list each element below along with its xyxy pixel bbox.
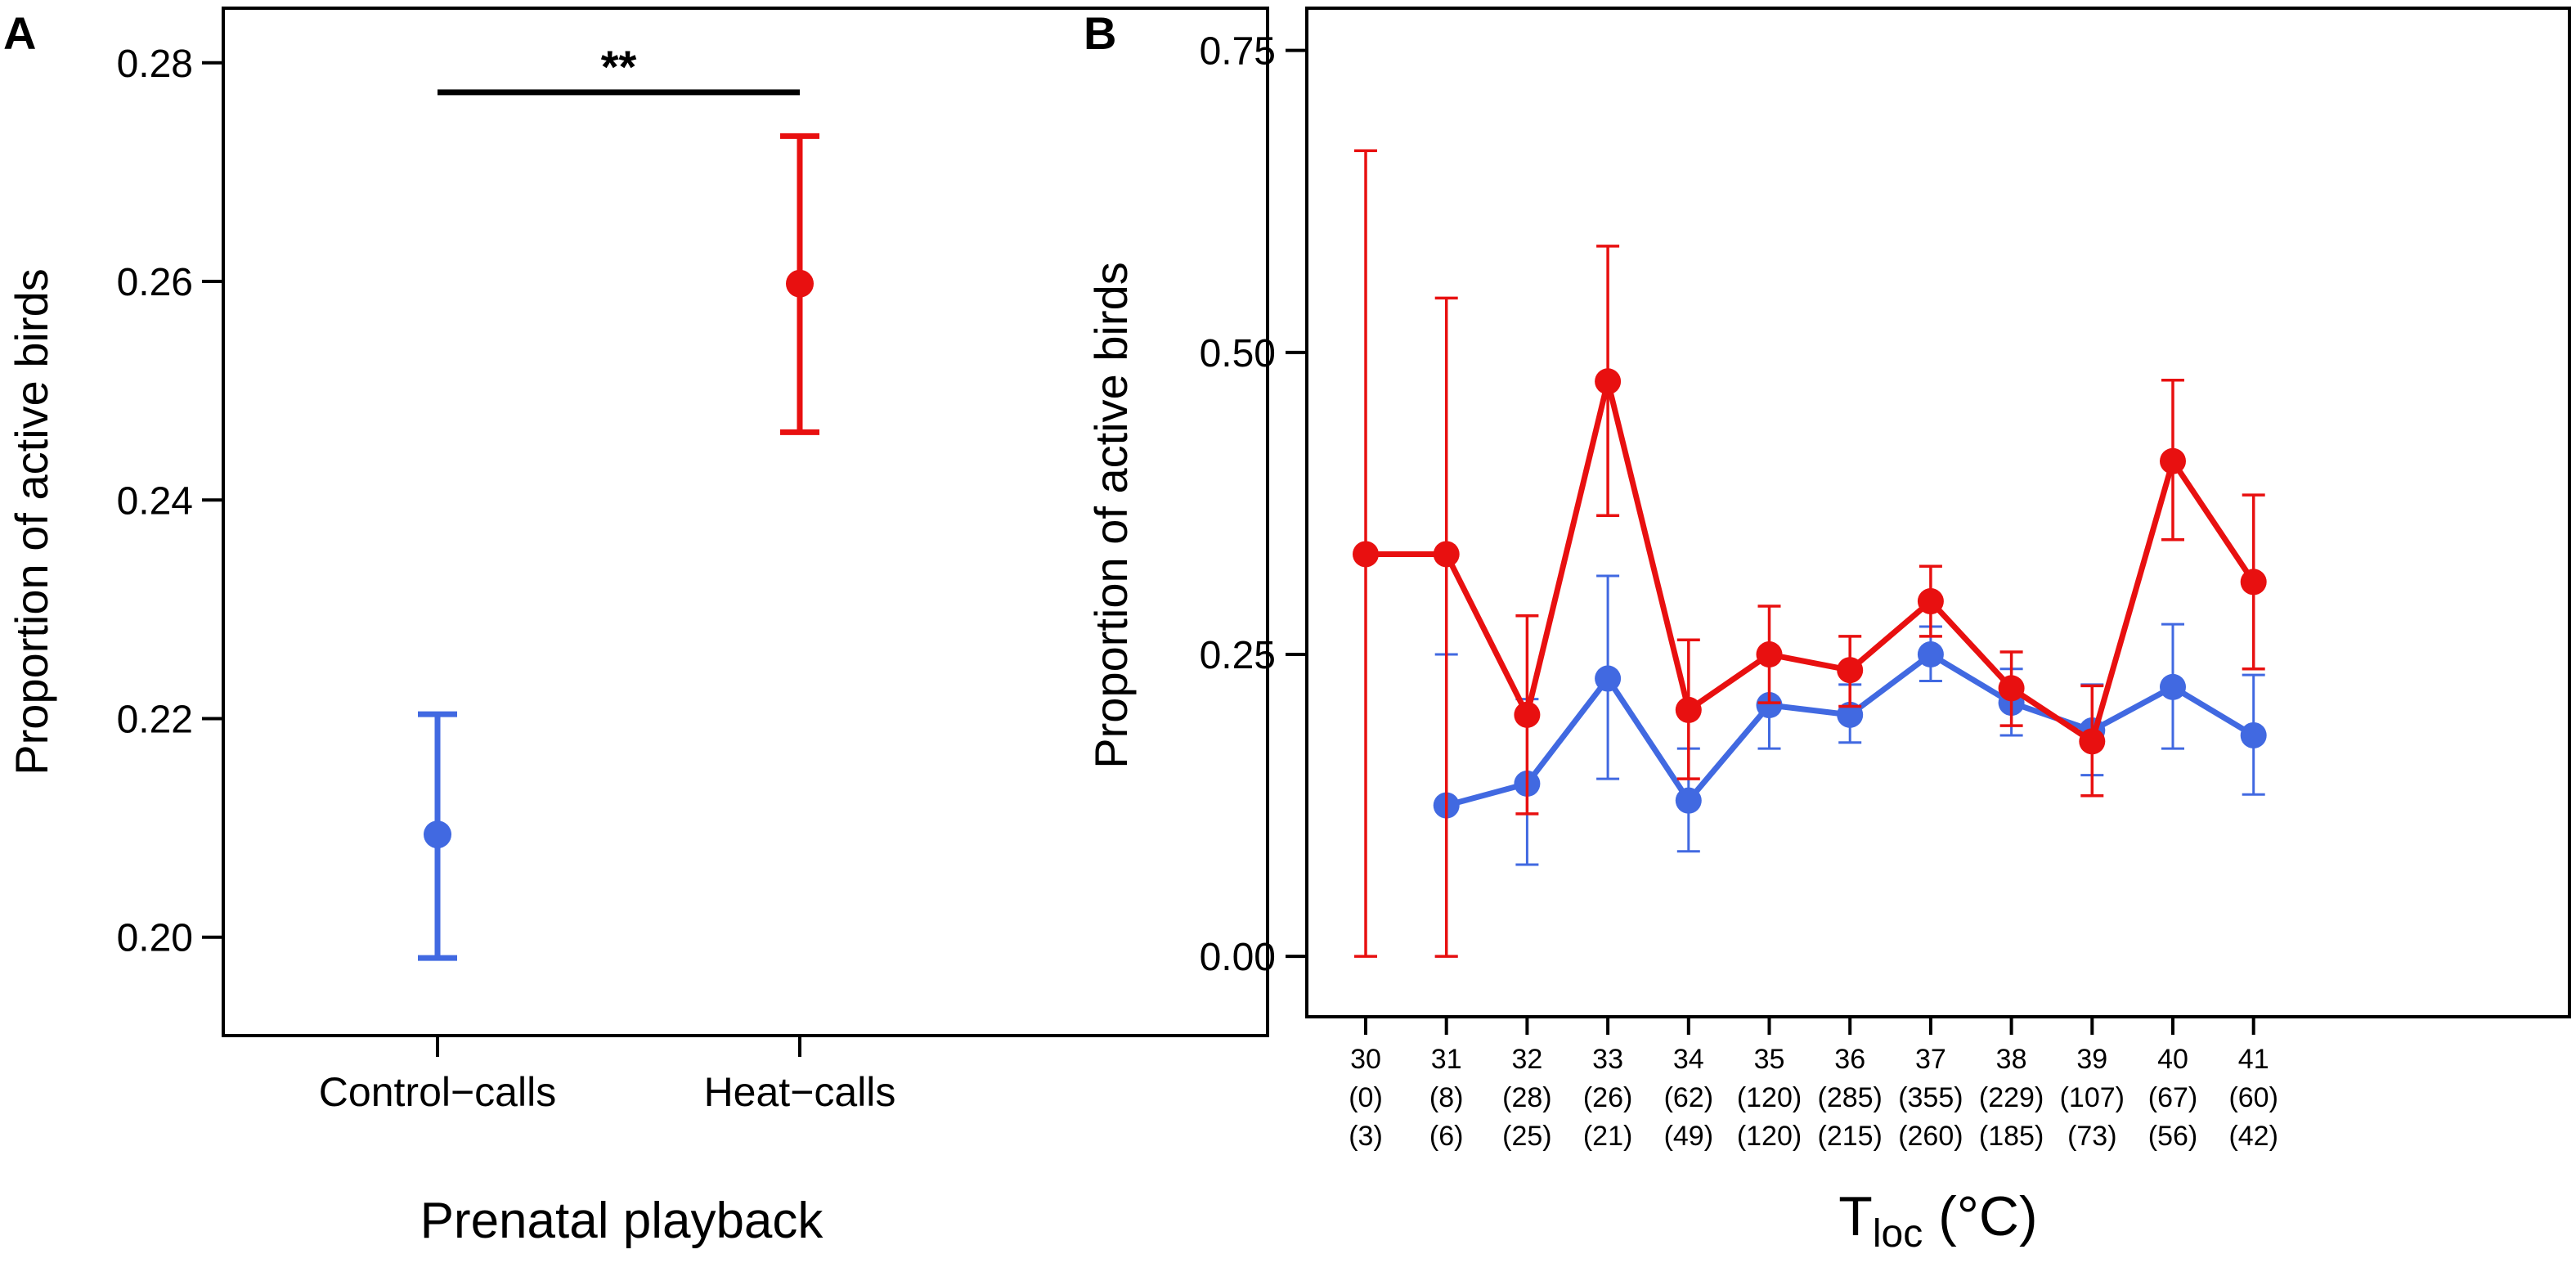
panel-b-n-control-label: (62) bbox=[1664, 1082, 1713, 1113]
panel-a-significance-label: ** bbox=[601, 41, 637, 92]
panel-b-y-tick-label: 0.50 bbox=[1200, 332, 1276, 375]
panel-a-y-tick-label: 0.24 bbox=[117, 479, 193, 523]
panel-b-point bbox=[1433, 541, 1460, 568]
panel-b-point bbox=[1675, 696, 1702, 723]
panel-a-frame bbox=[222, 7, 1269, 1037]
panel-b-x-tick-label: 40 bbox=[2157, 1044, 2188, 1075]
panel-b-n-heat-label: (49) bbox=[1664, 1121, 1713, 1152]
panel-a: A 0.20 0.22 0.24 0.26 0.28 Control−calls Heat… bbox=[3, 7, 1269, 1249]
panel-b-x-tick-label: 35 bbox=[1754, 1044, 1785, 1075]
panel-b-series-heat bbox=[1353, 149, 2267, 958]
panel-b-n-control-label: (229) bbox=[1979, 1082, 2044, 1113]
panel-a-x-label: Prenatal playback bbox=[420, 1193, 824, 1249]
panel-b-n-heat-label: (21) bbox=[1583, 1121, 1632, 1152]
panel-b-point bbox=[1917, 641, 1944, 668]
panel-b-x-tick-label: 39 bbox=[2076, 1044, 2107, 1075]
panel-b-x-label-sub: loc bbox=[1873, 1212, 1923, 1256]
panel-b-n-control-label: (0) bbox=[1349, 1082, 1383, 1113]
panel-b-series-line bbox=[1366, 378, 2256, 744]
panel-b-x-tick-label: 34 bbox=[1673, 1044, 1704, 1075]
panel-b-point bbox=[2240, 721, 2267, 748]
panel-b-point bbox=[1353, 541, 1379, 568]
panel-b-x-tick-label: 31 bbox=[1431, 1044, 1462, 1075]
panel-b-n-heat-label: (260) bbox=[1898, 1121, 1963, 1152]
panel-a-point bbox=[424, 820, 451, 849]
panel-b-y-tick-label: 0.00 bbox=[1200, 936, 1276, 979]
panel-b-x-label: Tloc (°C) bbox=[1838, 1185, 2037, 1256]
panel-a-y-tick-label: 0.28 bbox=[117, 43, 193, 86]
panel-b-point bbox=[2079, 728, 2106, 755]
panel-b-n-heat-label: (73) bbox=[2067, 1121, 2116, 1152]
panel-b: B 0.00 0.25 0.50 0.75 30 (0) (3) 31 (8) (6) 32 (28… bbox=[1084, 7, 2571, 1256]
panel-b-point bbox=[1595, 368, 1622, 395]
panel-b-y-label: Proportion of active birds bbox=[1085, 262, 1137, 768]
panel-a-point bbox=[786, 269, 814, 298]
panel-b-n-heat-label: (215) bbox=[1818, 1121, 1883, 1152]
panel-b-n-heat-label: (56) bbox=[2148, 1121, 2197, 1152]
panel-b-point bbox=[1756, 641, 1783, 668]
panel-b-point bbox=[2160, 673, 2186, 700]
panel-b-x-tick-label: 36 bbox=[1834, 1044, 1865, 1075]
panel-b-n-heat-label: (25) bbox=[1502, 1121, 1551, 1152]
panel-b-marks bbox=[1353, 149, 2267, 958]
panel-b-point bbox=[2160, 447, 2186, 474]
panel-b-y-tick-label: 0.75 bbox=[1200, 30, 1276, 74]
panel-b-n-control-label: (120) bbox=[1737, 1082, 1802, 1113]
panel-b-series-control bbox=[1433, 574, 2267, 958]
panel-b-x-tick-label: 38 bbox=[1996, 1044, 2027, 1075]
panel-b-n-control-label: (355) bbox=[1898, 1082, 1963, 1113]
panel-b-n-heat-label: (42) bbox=[2228, 1121, 2278, 1152]
panel-b-point bbox=[1837, 701, 1864, 728]
panel-b-n-control-label: (8) bbox=[1429, 1082, 1464, 1113]
panel-b-point bbox=[1756, 692, 1783, 719]
panel-b-point bbox=[1837, 657, 1864, 684]
panel-b-x-tick-label: 41 bbox=[2238, 1044, 2269, 1075]
panel-b-x-label-main: T bbox=[1838, 1185, 1873, 1247]
panel-b-x-label-unit: (°C) bbox=[1923, 1185, 2037, 1247]
panel-b-n-control-label: (28) bbox=[1502, 1082, 1551, 1113]
panel-b-y-axis: 0.00 0.25 0.50 0.75 bbox=[1200, 30, 1307, 979]
panel-b-point bbox=[2240, 569, 2267, 596]
panel-b-point bbox=[1998, 675, 2025, 702]
panel-a-x-axis: Control−calls Heat−calls bbox=[319, 1036, 896, 1115]
panel-b-n-control-label: (107) bbox=[2060, 1082, 2125, 1113]
panel-b-n-heat-label: (3) bbox=[1349, 1121, 1383, 1152]
panel-a-x-tick-label: Control−calls bbox=[319, 1069, 556, 1115]
panel-b-n-control-label: (67) bbox=[2148, 1082, 2197, 1113]
panel-b-n-heat-label: (185) bbox=[1979, 1121, 2044, 1152]
panel-a-y-axis: 0.20 0.22 0.24 0.26 0.28 bbox=[117, 43, 223, 960]
panel-a-y-tick-label: 0.20 bbox=[117, 917, 193, 960]
panel-a-letter: A bbox=[3, 7, 36, 59]
panel-b-frame bbox=[1305, 7, 2571, 1018]
panel-b-n-heat-label: (120) bbox=[1737, 1121, 1802, 1152]
panel-b-x-axis: 30 (0) (3) 31 (8) (6) 32 (28) (25) 33 (26) (21) 34 (6… bbox=[1349, 1017, 2278, 1152]
panel-b-point bbox=[1675, 787, 1702, 814]
panel-b-n-control-label: (26) bbox=[1583, 1082, 1632, 1113]
panel-b-n-control-label: (60) bbox=[2228, 1082, 2278, 1113]
panel-a-y-tick-label: 0.22 bbox=[117, 699, 193, 742]
panel-a-y-tick-label: 0.26 bbox=[117, 261, 193, 304]
panel-b-n-control-label: (285) bbox=[1818, 1082, 1883, 1113]
panel-b-x-tick-label: 33 bbox=[1592, 1044, 1623, 1075]
panel-b-n-heat-label: (6) bbox=[1429, 1121, 1464, 1152]
panel-a-x-tick-label: Heat−calls bbox=[704, 1069, 896, 1115]
panel-a-marks: ** bbox=[418, 41, 819, 961]
panel-b-x-tick-label: 37 bbox=[1915, 1044, 1946, 1075]
panel-b-x-tick-label: 32 bbox=[1511, 1044, 1542, 1075]
panel-b-y-tick-label: 0.25 bbox=[1200, 634, 1276, 677]
panel-b-point bbox=[1917, 588, 1944, 615]
panel-b-letter: B bbox=[1084, 7, 1116, 59]
panel-b-x-tick-label: 30 bbox=[1350, 1044, 1381, 1075]
panel-b-point bbox=[1595, 665, 1622, 692]
panel-a-y-label: Proportion of active birds bbox=[6, 268, 57, 775]
panel-b-point bbox=[1514, 701, 1541, 728]
